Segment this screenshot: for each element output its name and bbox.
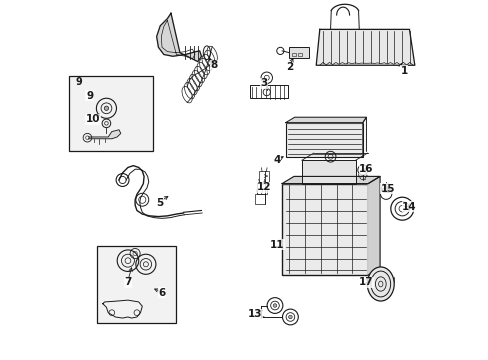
Bar	[297, 53, 301, 56]
Text: 3: 3	[260, 78, 267, 88]
Polygon shape	[316, 30, 414, 65]
Bar	[249, 85, 287, 98]
Polygon shape	[156, 13, 201, 62]
Bar	[254, 194, 264, 204]
Text: 17: 17	[358, 277, 373, 287]
Polygon shape	[285, 117, 366, 123]
Text: 1: 1	[400, 66, 407, 76]
Text: 7: 7	[124, 277, 131, 287]
Text: 4: 4	[272, 155, 280, 165]
Ellipse shape	[366, 267, 393, 301]
Bar	[97, 246, 176, 323]
Bar	[259, 171, 269, 182]
Polygon shape	[367, 176, 379, 275]
Text: 16: 16	[359, 164, 373, 174]
Bar	[256, 183, 266, 194]
Bar	[285, 123, 362, 157]
Text: 13: 13	[247, 310, 262, 319]
Bar	[289, 47, 308, 58]
Text: 6: 6	[158, 288, 165, 298]
Polygon shape	[88, 130, 121, 139]
Polygon shape	[282, 176, 379, 184]
Bar	[69, 76, 153, 151]
Text: 12: 12	[257, 182, 271, 192]
Text: 11: 11	[269, 239, 284, 249]
Bar	[301, 160, 355, 184]
Text: 14: 14	[401, 202, 416, 212]
Bar	[291, 53, 296, 56]
Text: 10: 10	[86, 114, 100, 124]
Text: 5: 5	[156, 198, 163, 208]
Text: 9: 9	[75, 77, 82, 87]
Circle shape	[104, 106, 108, 111]
Text: 9: 9	[86, 91, 93, 101]
Text: 15: 15	[380, 184, 394, 194]
Text: 8: 8	[210, 60, 217, 70]
Text: 2: 2	[285, 62, 292, 72]
Circle shape	[273, 304, 276, 307]
Circle shape	[288, 315, 292, 319]
Bar	[282, 184, 367, 275]
